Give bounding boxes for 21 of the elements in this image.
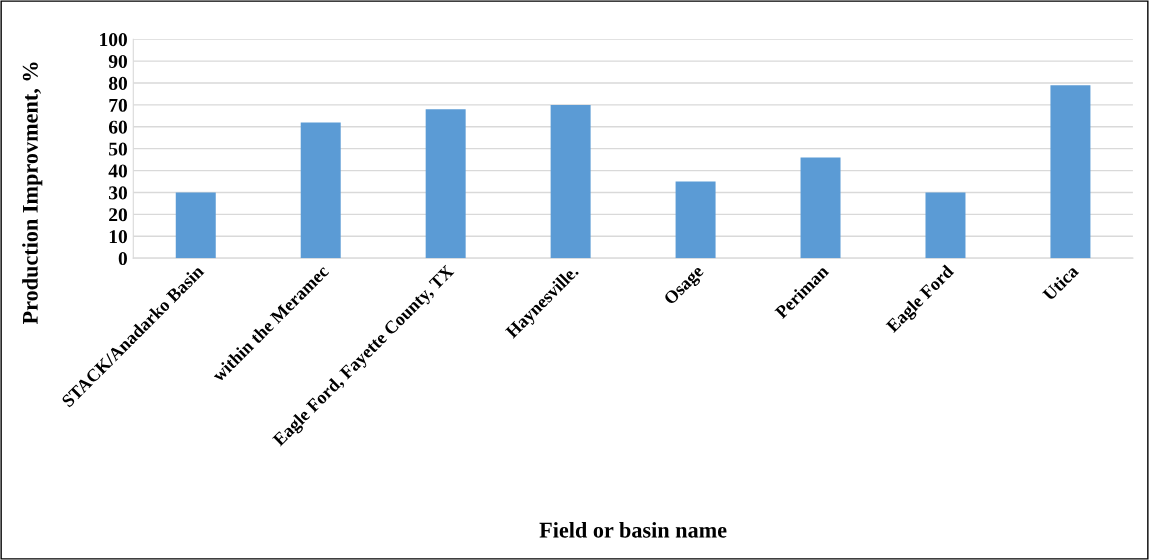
y-tick-label: 10 <box>109 230 127 244</box>
y-tick-label: 90 <box>108 54 127 69</box>
bar <box>550 104 591 259</box>
y-tick-label: 80 <box>108 76 127 90</box>
bar <box>1050 85 1091 259</box>
bar <box>925 192 966 259</box>
y-tick-label: 0 <box>118 251 127 266</box>
bar <box>175 192 216 259</box>
bar <box>800 157 841 259</box>
y-tick-label: 30 <box>109 186 127 200</box>
y-tick-label: 20 <box>109 208 127 222</box>
x-axis-title: Field or basin name <box>539 522 727 538</box>
y-tick-label: 60 <box>108 120 127 134</box>
y-tick-label: 40 <box>108 164 127 178</box>
y-tick-label: 50 <box>109 142 127 156</box>
y-axis-title: Production Improvment, % <box>22 62 43 325</box>
bar <box>425 109 466 259</box>
y-tick-label: 100 <box>100 33 127 47</box>
bar <box>300 122 341 259</box>
bar <box>675 181 716 259</box>
y-tick-label: 70 <box>109 98 127 112</box>
